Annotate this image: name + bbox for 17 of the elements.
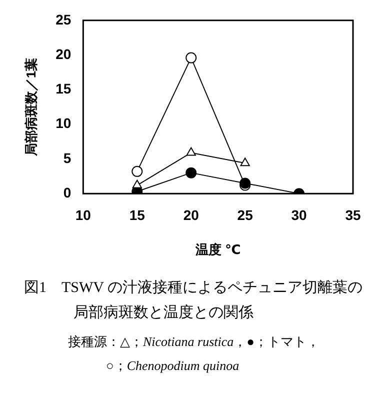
x-tick-label: 30: [291, 206, 308, 223]
x-tick-label: 35: [345, 206, 361, 223]
x-axis-title: 温度 ℃: [194, 242, 241, 257]
x-tick-label: 20: [183, 206, 200, 223]
text: 接種源：△；Nicotiana rustica，●；トマト，: [67, 333, 320, 351]
text: 図1 TSWV の汁液接種によるペチュニア切離葉の局部病斑数と温度との関係: [24, 278, 364, 323]
x-tick-label: 15: [129, 206, 146, 223]
x-tick-label: 10: [75, 206, 92, 223]
y-tick-label: 20: [56, 46, 72, 62]
y-tick-label: 10: [56, 115, 72, 132]
y-tick-label: 0: [63, 184, 72, 200]
y-tick-label: 5: [63, 150, 72, 166]
y-tick-label: 15: [56, 80, 72, 97]
y-axis-title: 局部病斑数／1葉: [23, 58, 38, 158]
y-tick-label: 25: [56, 11, 72, 28]
text: ○；Chenopodium quinoa: [105, 357, 240, 375]
x-tick-label: 25: [237, 206, 254, 223]
